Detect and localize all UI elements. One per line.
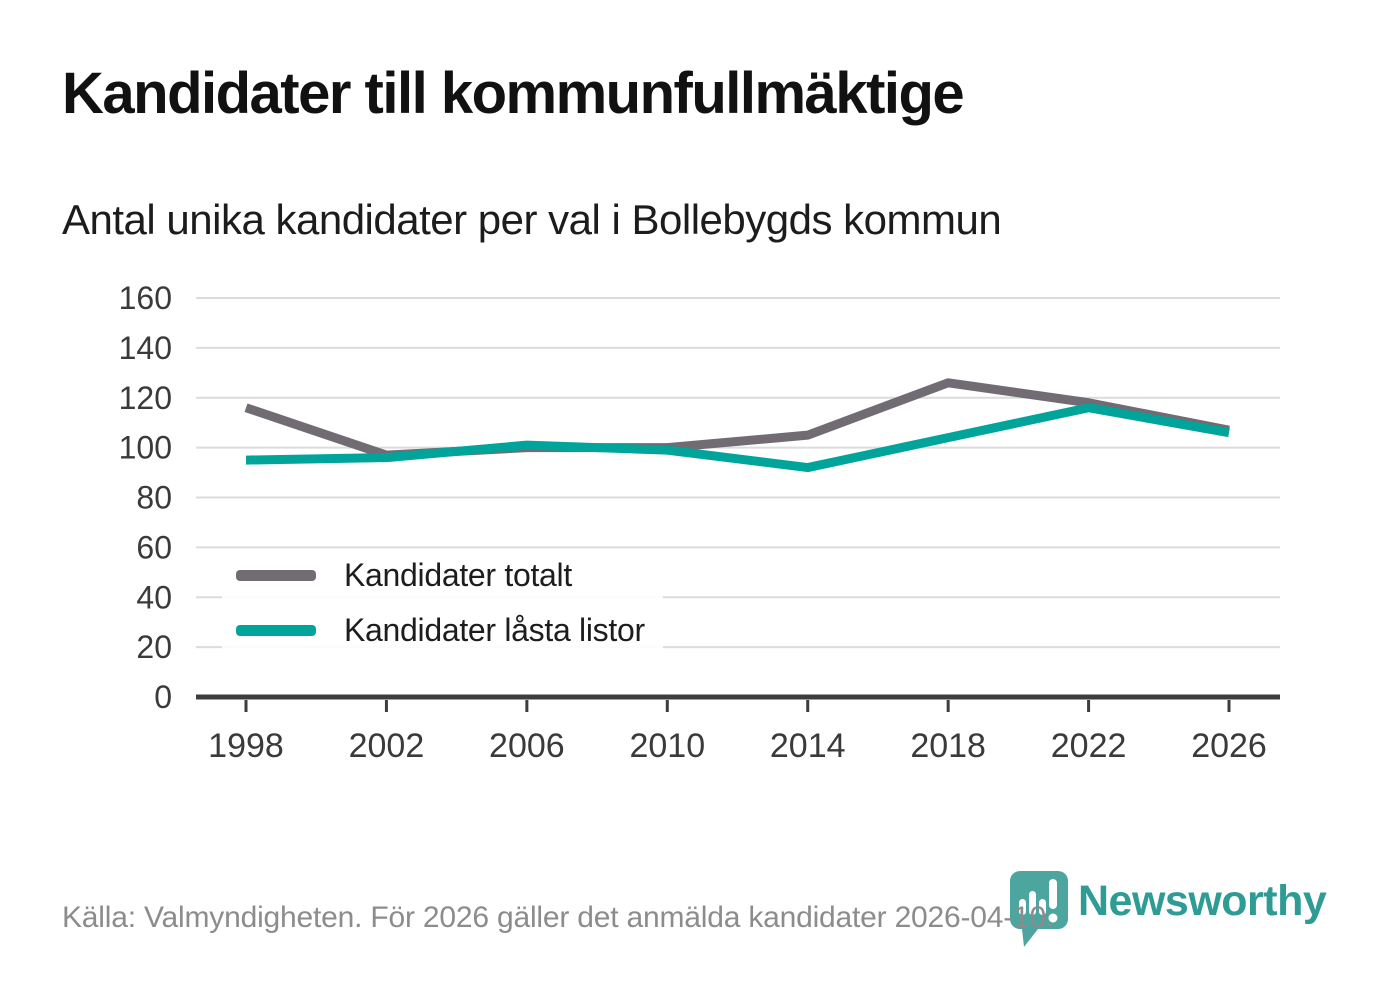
y-tick-label: 80 [136, 480, 172, 516]
x-tick-label: 2010 [629, 727, 705, 765]
x-tick-label: 2006 [489, 727, 565, 765]
y-tick-label: 20 [136, 629, 172, 665]
legend-swatch-kandidater-totalt [236, 570, 316, 581]
chart-legend: Kandidater totalt Kandidater låsta listo… [222, 549, 663, 659]
series-line-kandidater-l-sta-listor [245, 403, 1230, 473]
x-tick-label: 2014 [770, 727, 846, 765]
source-note: Källa: Valmyndigheten. För 2026 gäller d… [62, 901, 1055, 934]
legend-label: Kandidater totalt [344, 557, 572, 593]
y-tick-label: 160 [119, 280, 172, 316]
series-line-kandidater-totalt [244, 378, 1230, 460]
newsworthy-logo: Newsworthy [1008, 869, 1327, 949]
legend-label: Kandidater låsta listor [344, 612, 645, 648]
x-tick-label: 2026 [1191, 727, 1267, 765]
logo-bar-2 [1029, 891, 1036, 915]
newsworthy-logo-icon [1010, 871, 1068, 947]
chart-title: Kandidater till kommunfullmäktige [62, 61, 965, 126]
y-tick-label: 0 [154, 679, 172, 715]
logo-exclamation-bar [1049, 879, 1057, 909]
y-tick-label: 100 [119, 430, 172, 466]
x-tick-label: 1998 [208, 727, 284, 765]
logo-bar-1 [1019, 899, 1026, 915]
chart-subtitle: Antal unika kandidater per val i Bolleby… [62, 196, 1002, 243]
y-tick-label: 140 [119, 330, 172, 366]
legend-item-kandidater-lasta-listor: Kandidater låsta listor [236, 612, 645, 649]
y-tick-label: 120 [119, 380, 172, 416]
x-tick-label: 2022 [1051, 727, 1127, 765]
logo-bar-3 [1039, 899, 1046, 915]
y-tick-label: 60 [136, 529, 172, 565]
y-tick-label: 40 [136, 579, 172, 615]
legend-item-kandidater-totalt: Kandidater totalt [236, 557, 645, 594]
x-tick-label: 2018 [910, 727, 986, 765]
newsworthy-wordmark: Newsworthy [1078, 877, 1327, 925]
logo-exclamation-dot [1048, 913, 1058, 923]
x-tick-label: 2002 [349, 727, 425, 765]
legend-swatch-kandidater-lasta-listor [236, 625, 316, 636]
